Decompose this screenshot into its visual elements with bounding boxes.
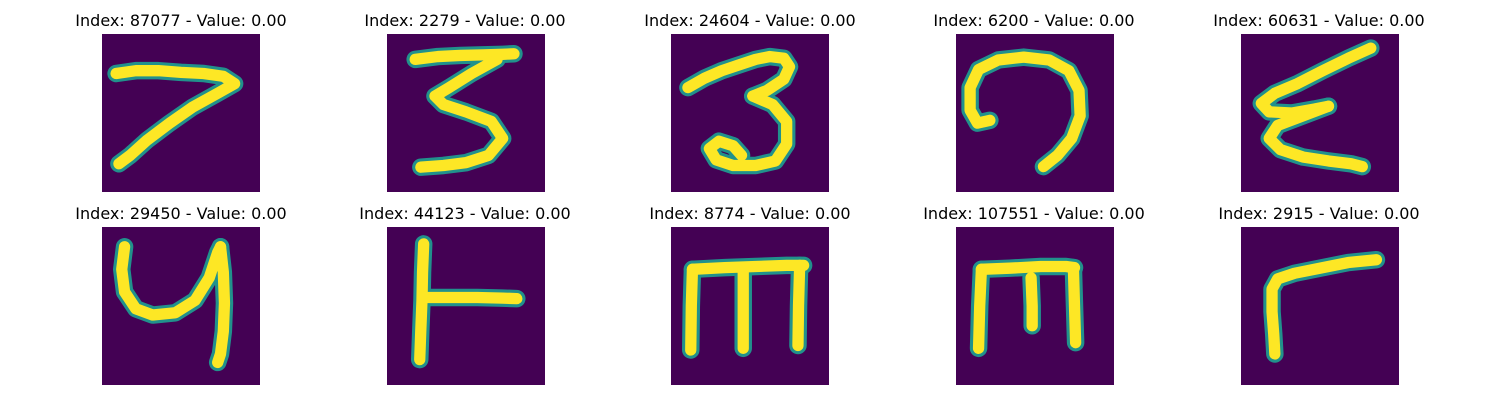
- stroke-core: [1266, 254, 1383, 360]
- panel-title: Index: 24604 - Value: 0.00: [644, 11, 856, 30]
- stroke-core: [415, 53, 509, 173]
- stroke-core: [682, 50, 796, 102]
- stroke-core: [964, 51, 1086, 173]
- stroke-core: [116, 241, 227, 321]
- stroke-core: [792, 259, 806, 352]
- panel-title: Index: 87077 - Value: 0.00: [75, 11, 287, 30]
- stroke-core: [972, 263, 988, 354]
- stroke-core: [1025, 272, 1038, 332]
- stroke-core: [212, 241, 231, 369]
- digit-image: [671, 227, 829, 385]
- digit-image: [387, 34, 545, 192]
- stroke-core: [1263, 100, 1368, 173]
- panel-title: Index: 2279 - Value: 0.00: [364, 11, 566, 30]
- stroke-core: [110, 65, 241, 170]
- stroke-core: [975, 260, 1081, 275]
- panel-title: Index: 6200 - Value: 0.00: [933, 11, 1135, 30]
- stroke-core: [686, 259, 810, 275]
- panel-title: Index: 107551 - Value: 0.00: [923, 204, 1145, 223]
- digit-image: [956, 34, 1114, 192]
- digit-image: [956, 227, 1114, 385]
- stroke-core: [685, 263, 699, 356]
- panel-title: Index: 8774 - Value: 0.00: [649, 204, 851, 223]
- digit-image: [102, 34, 260, 192]
- digit-image: [671, 34, 829, 192]
- stroke-core: [418, 291, 523, 305]
- digit-image: [1241, 227, 1399, 385]
- stroke-core: [1067, 261, 1082, 349]
- panel-title: Index: 60631 - Value: 0.00: [1213, 11, 1425, 30]
- panel-title: Index: 44123 - Value: 0.00: [359, 204, 571, 223]
- stroke-core: [409, 48, 520, 66]
- panel-title: Index: 29450 - Value: 0.00: [75, 204, 287, 223]
- panel-title: Index: 2915 - Value: 0.00: [1218, 204, 1420, 223]
- stroke-core: [703, 90, 793, 172]
- digit-image: [102, 227, 260, 385]
- digit-image: [1241, 34, 1399, 192]
- digit-image: [387, 227, 545, 385]
